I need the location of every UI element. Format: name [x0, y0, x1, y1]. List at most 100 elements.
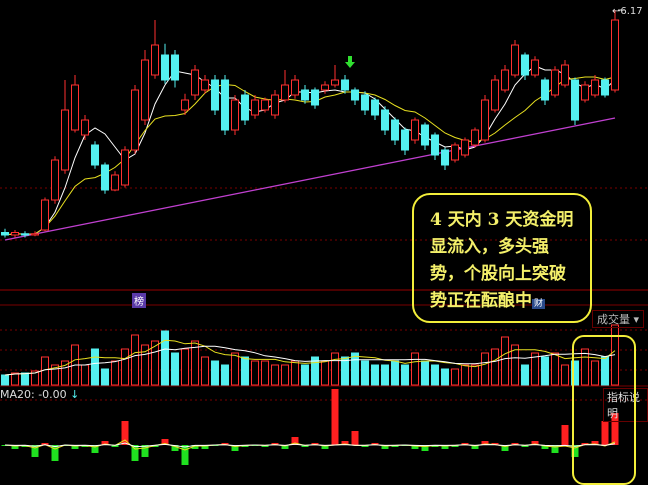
candle [361, 94, 369, 111]
volume-bar [401, 364, 409, 386]
volume-bar [51, 364, 59, 386]
max-price-label: ←6.17 [612, 6, 643, 17]
candle [151, 44, 159, 76]
indicator-bar [481, 441, 489, 445]
candle [321, 84, 329, 91]
candle [91, 144, 99, 166]
candle [121, 149, 129, 186]
candle [51, 159, 59, 201]
volume-ma5-line [4, 339, 616, 376]
indicator-bar [471, 445, 479, 449]
candle [201, 79, 209, 91]
volume-bar [61, 360, 69, 386]
volume-bar [31, 370, 39, 386]
indicator-bar [501, 445, 509, 451]
candle [181, 99, 189, 111]
candle [391, 119, 399, 141]
indicator-label: MA20: -0.00 ↓ [0, 388, 80, 401]
candle [421, 124, 429, 146]
volume-bar [311, 356, 319, 386]
volume-bar [11, 372, 19, 386]
candle [521, 54, 529, 76]
candle [231, 99, 239, 131]
volume-bar [121, 348, 129, 386]
candle [571, 79, 579, 121]
candle [551, 69, 559, 96]
indicator-bar [571, 445, 579, 457]
volume-bar [361, 360, 369, 386]
volume-dropdown[interactable]: 成交量 ▾ [592, 310, 645, 328]
candle [581, 84, 589, 101]
volume-bar [21, 372, 29, 386]
candle [171, 54, 179, 81]
volume-bar [191, 340, 199, 386]
candle [451, 144, 459, 161]
indicator-bar [551, 445, 559, 453]
indicator-bar [91, 445, 99, 453]
indicator-bar [381, 445, 389, 449]
candle [221, 79, 229, 131]
buy-arrow-icon [345, 56, 355, 68]
indicator-bar [171, 445, 179, 451]
indicator-bar [101, 441, 109, 445]
indicator-bar [441, 445, 449, 449]
volume-bar [201, 356, 209, 386]
volume-bar [101, 368, 109, 386]
candle [61, 109, 69, 171]
candle [211, 79, 219, 111]
candle [191, 69, 199, 96]
volume-bar [241, 356, 249, 386]
volume-bar [501, 336, 509, 386]
candle [101, 164, 109, 191]
candle [161, 54, 169, 81]
volume-bar [551, 352, 559, 386]
volume-bar [421, 360, 429, 386]
volume-bar [281, 364, 289, 386]
candle [411, 119, 419, 141]
volume-bar [211, 360, 219, 386]
candle [331, 79, 339, 86]
volume-bar [331, 352, 339, 386]
volume-bar [481, 352, 489, 386]
ma5-line [4, 65, 616, 236]
volume-bar [531, 352, 539, 386]
volume-bar [151, 340, 159, 386]
candle [21, 233, 29, 236]
annotation-box: 4 天内 3 天资金明显流入，多头强势，个股向上突破势正在酝酿中财 [412, 193, 592, 323]
indicator-bar [121, 421, 129, 445]
volume-bar [591, 360, 599, 386]
indicator-bar [351, 431, 359, 445]
volume-bar [141, 344, 149, 386]
volume-bar [511, 344, 519, 386]
candle [611, 19, 619, 91]
volume-bar [411, 352, 419, 386]
arrow-down-icon: ↓ [66, 388, 80, 401]
indicator-bar [231, 445, 239, 451]
indicator-bar [291, 437, 299, 445]
candle [301, 89, 309, 101]
volume-bar [391, 360, 399, 386]
volume-bar [341, 356, 349, 386]
indicator-bar [611, 413, 619, 445]
indicator-bar [421, 445, 429, 451]
indicator-bar [201, 445, 209, 449]
candle [401, 129, 409, 151]
finance-badge[interactable]: 财 [532, 299, 546, 309]
volume-bar [571, 360, 579, 386]
volume-bar [231, 352, 239, 386]
candle [601, 79, 609, 96]
volume-ma10-line [4, 345, 616, 376]
volume-bar [561, 364, 569, 386]
volume-bar [471, 364, 479, 386]
indicator-bar [321, 445, 329, 449]
indicator-bar [161, 439, 169, 445]
candle [281, 84, 289, 101]
volume-bar [321, 360, 329, 386]
rank-badge[interactable]: 榜 [132, 293, 146, 308]
volume-bar [131, 334, 139, 386]
candle [351, 89, 359, 101]
volume-bar [271, 364, 279, 386]
volume-bar [1, 374, 9, 386]
candle [261, 99, 269, 111]
candle [511, 44, 519, 76]
